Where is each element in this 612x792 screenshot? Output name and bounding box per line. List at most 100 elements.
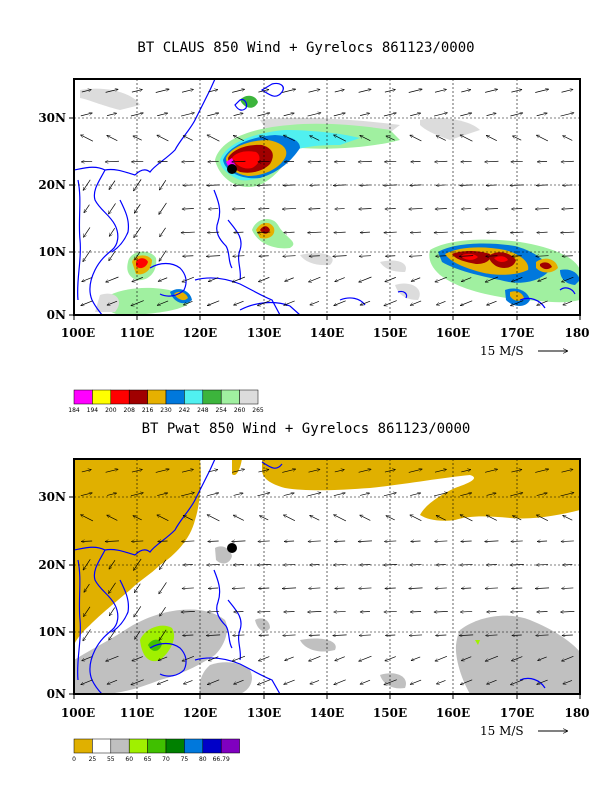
wind-vector	[562, 256, 573, 257]
wind-vector	[282, 588, 297, 589]
wind-vector	[159, 606, 166, 616]
wind-vector	[108, 228, 116, 236]
wind-vector	[308, 209, 321, 210]
bottom-lat-label-0n: 0N	[47, 687, 66, 701]
wind-vector	[133, 558, 142, 571]
wind-vector	[133, 606, 142, 617]
wind-vector	[409, 256, 423, 257]
wind-vector	[308, 541, 321, 542]
wind-vector	[258, 469, 269, 473]
colorbar-label: 265	[252, 407, 264, 414]
wind-vector	[105, 541, 119, 542]
top-wind-vectors	[80, 89, 574, 306]
top-lon-label: 130E	[247, 326, 281, 340]
wind-vector	[83, 227, 91, 237]
wind-vector	[536, 185, 549, 186]
wind-vector	[536, 134, 549, 142]
wind-vector	[282, 469, 296, 473]
wind-vector	[258, 588, 270, 589]
bottom-lon-label: 170E	[500, 706, 534, 720]
colorbar-label: 194	[87, 407, 99, 414]
wind-vector	[434, 89, 447, 93]
wind-vector	[105, 89, 119, 93]
wind-vector	[131, 679, 144, 685]
wind-vector	[485, 635, 498, 636]
wind-vector	[81, 470, 92, 473]
wind-vector	[408, 89, 423, 93]
wind-vector	[158, 250, 167, 262]
wind-vector	[131, 161, 144, 162]
wind-vector	[207, 679, 220, 685]
wind-vector	[155, 469, 170, 473]
wind-vector	[383, 564, 398, 565]
wind-vector	[410, 134, 422, 142]
colorbar-label: 55	[107, 756, 115, 763]
colorbar-swatch	[165, 389, 185, 405]
wind-vector	[231, 541, 246, 542]
wind-vector	[283, 635, 296, 636]
wind-vector	[308, 89, 321, 93]
wind-vector	[158, 656, 168, 661]
colorbar-label: 200	[105, 407, 117, 414]
wind-vector	[105, 161, 119, 162]
wind-vector	[307, 493, 322, 497]
wind-vector	[536, 679, 548, 684]
wind-vector	[105, 276, 119, 282]
colorbar-label: 60	[125, 756, 133, 763]
wind-vector	[383, 493, 397, 497]
colorbar-label: 216	[142, 407, 154, 414]
wind-vector	[334, 161, 346, 162]
wind-vector	[460, 232, 473, 233]
wind-vector	[132, 656, 143, 661]
wind-vector	[233, 185, 244, 186]
colorbar-label: 0	[72, 756, 76, 763]
wind-vector	[384, 679, 397, 685]
top-lat-label-10n: 10N	[38, 245, 66, 259]
wind-vector	[284, 232, 295, 233]
wind-vector	[207, 611, 220, 612]
wind-vector	[410, 493, 421, 496]
wind-vector	[307, 611, 322, 612]
wind-vector	[410, 185, 422, 186]
bottom-lon-label: 140E	[310, 706, 344, 720]
colorbar-swatch	[147, 389, 167, 405]
wind-vector	[158, 559, 167, 570]
wind-vector	[333, 256, 347, 257]
wind-vector	[359, 564, 371, 565]
wind-vector	[183, 680, 193, 684]
wind-vector	[384, 89, 396, 93]
wind-vector	[307, 113, 322, 117]
colorbar-swatch	[92, 389, 112, 405]
top-coastlines	[74, 79, 576, 315]
wind-vector	[309, 135, 320, 141]
wind-vector	[512, 135, 522, 141]
wind-vector	[436, 135, 446, 141]
wind-vector	[460, 300, 473, 306]
wind-vector	[537, 611, 548, 612]
wind-vector	[182, 635, 194, 636]
wind-vector	[433, 493, 448, 497]
wind-vector	[232, 588, 245, 589]
wind-vector	[385, 656, 396, 661]
wind-vector	[484, 541, 499, 542]
wind-vector	[485, 588, 498, 589]
top-map: 30N 20N 10N 0N 100E 110E 120E 130E 140E …	[38, 78, 590, 358]
wind-vector	[561, 89, 574, 93]
wind-vector	[560, 113, 575, 117]
wind-vector	[486, 514, 497, 521]
wind-vector	[334, 470, 345, 473]
wind-vector	[436, 514, 446, 521]
top-lon-label: 110E	[120, 326, 154, 340]
top-cloud-field	[80, 88, 580, 315]
top-ticks	[69, 117, 581, 320]
wind-vector	[333, 564, 347, 565]
wind-vector	[132, 277, 143, 281]
bottom-lat-label-30n: 30N	[38, 490, 66, 504]
colorbar-label: 70	[162, 756, 170, 763]
wind-vector	[360, 135, 371, 141]
wind-vector	[107, 135, 118, 141]
wind-vector	[108, 203, 116, 214]
wind-vector	[384, 232, 397, 233]
wind-vector	[461, 656, 472, 661]
wind-vector	[207, 134, 220, 142]
